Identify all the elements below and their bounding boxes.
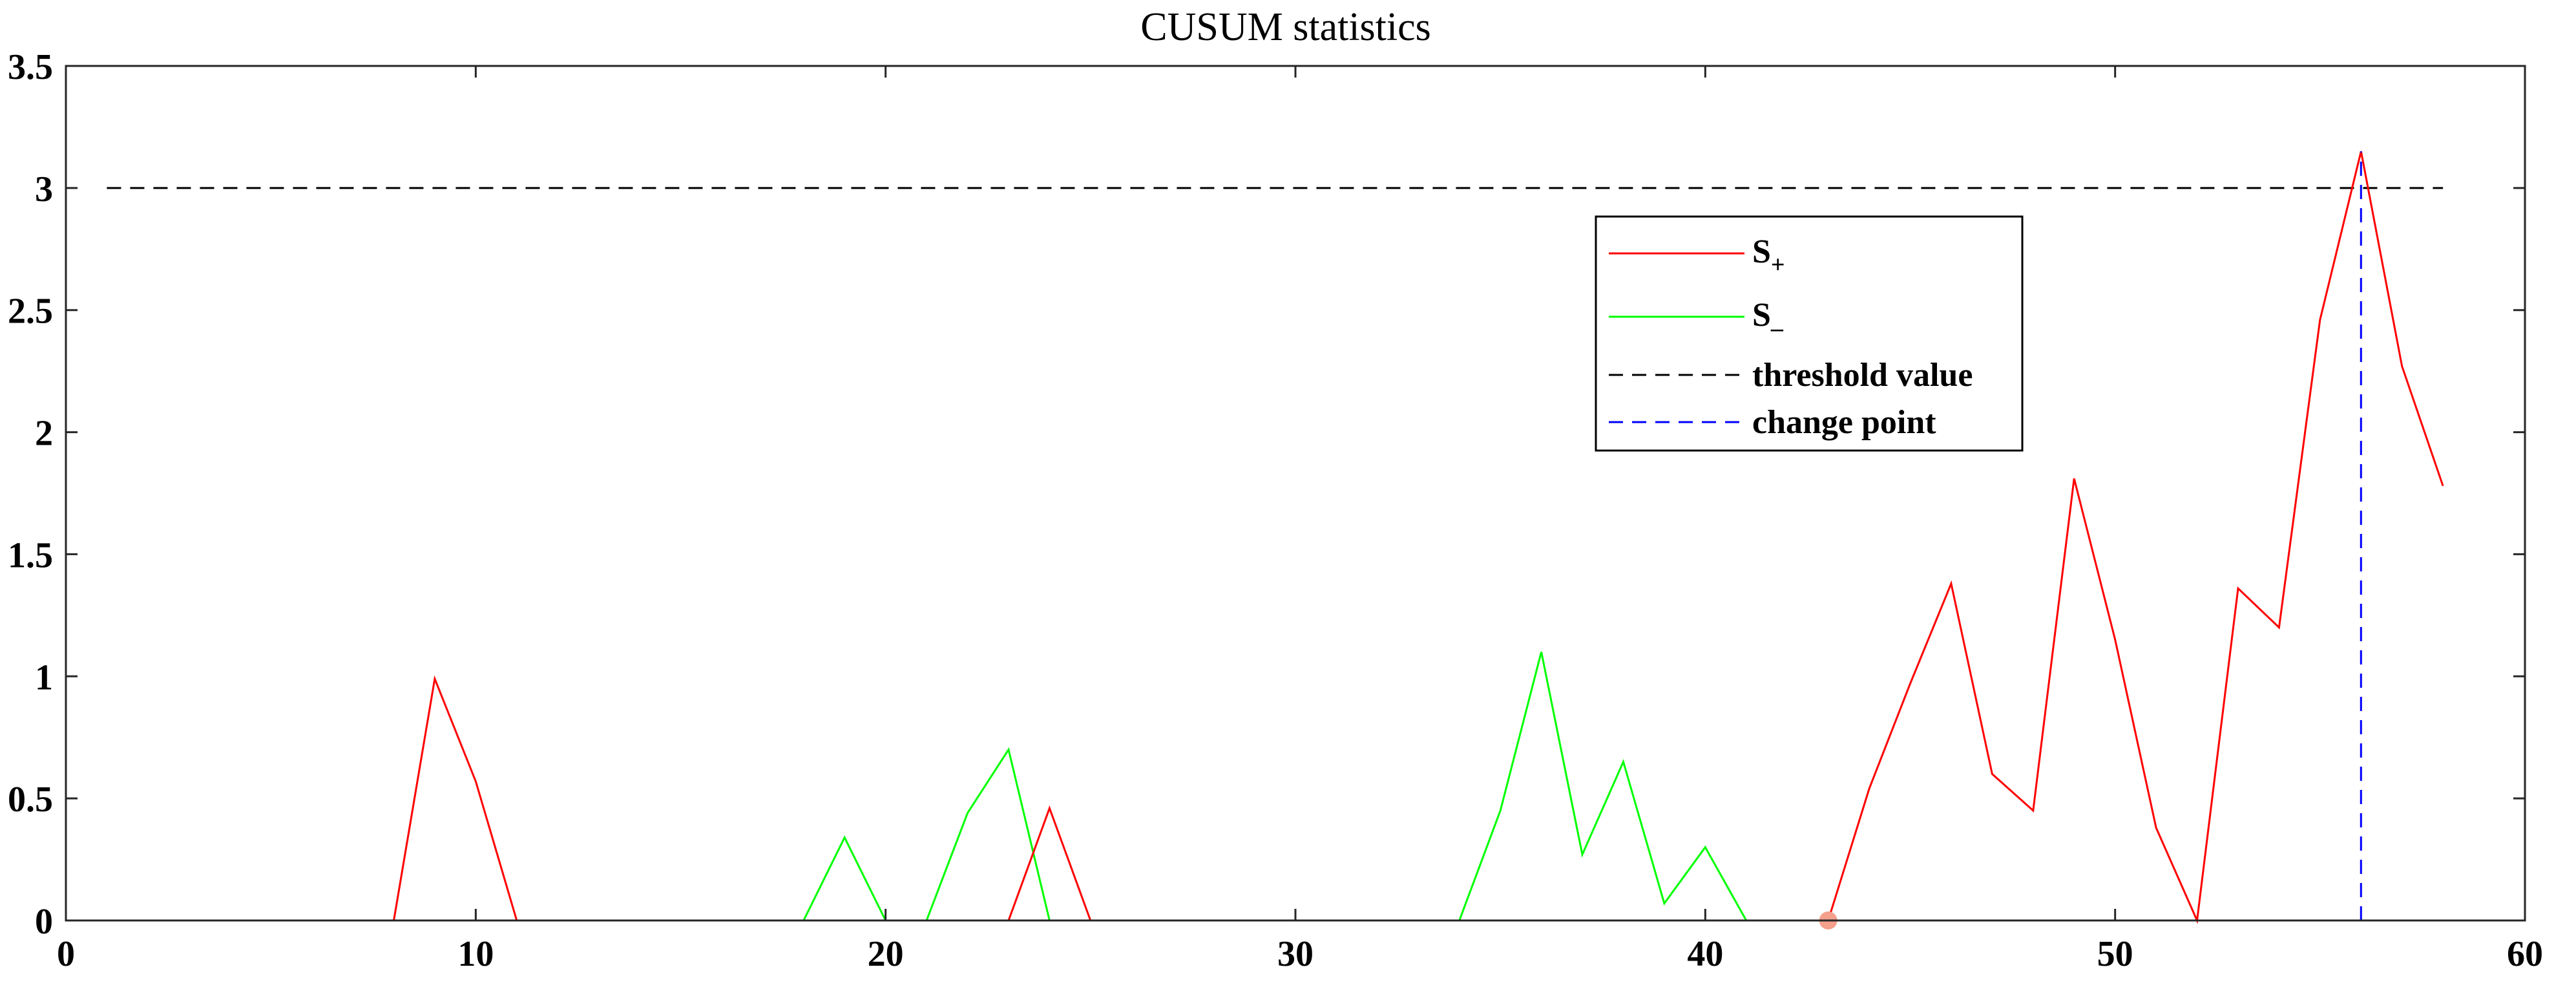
legend-label-s-plus: S+ bbox=[1752, 233, 1785, 279]
legend-box bbox=[1595, 215, 2024, 452]
x-tick-label: 20 bbox=[868, 934, 904, 974]
y-tick-label: 1 bbox=[35, 657, 53, 697]
y-tick-label: 3.5 bbox=[8, 47, 53, 87]
plot-area bbox=[66, 66, 2525, 920]
y-tick-label: 2 bbox=[35, 414, 53, 454]
y-axis-ticks: 0 0.5 1 1.5 2 2.5 3 3.5 bbox=[8, 47, 2525, 942]
legend-label-change-point: change point bbox=[1752, 404, 1936, 441]
y-tick-label: 2.5 bbox=[8, 292, 53, 332]
chart-title: CUSUM statistics bbox=[1140, 5, 1431, 49]
x-tick-label: 10 bbox=[457, 934, 494, 974]
y-tick-label: 3 bbox=[35, 169, 53, 209]
x-tick-label: 40 bbox=[1687, 934, 1723, 974]
legend: S+ S– threshold value change point bbox=[1595, 215, 2024, 452]
x-tick-label: 60 bbox=[2507, 934, 2543, 974]
y-tick-label: 1.5 bbox=[8, 535, 53, 575]
x-tick-label: 50 bbox=[2097, 934, 2133, 974]
x-tick-label: 30 bbox=[1277, 934, 1314, 974]
y-tick-label: 0 bbox=[35, 902, 53, 942]
y-tick-label: 0.5 bbox=[8, 780, 53, 820]
legend-label-s-minus: S– bbox=[1752, 297, 1784, 342]
x-axis-ticks: 0 10 20 30 40 50 60 bbox=[57, 66, 2543, 974]
legend-label-threshold: threshold value bbox=[1752, 357, 1973, 394]
x-tick-label: 0 bbox=[57, 934, 75, 974]
